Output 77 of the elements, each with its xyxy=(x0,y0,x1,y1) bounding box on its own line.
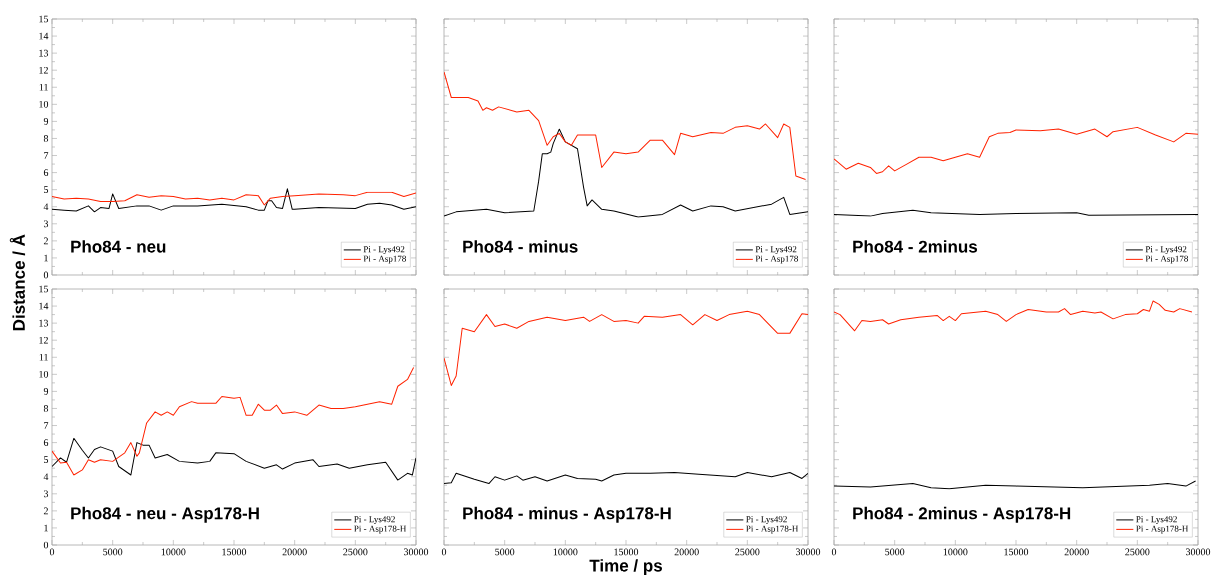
y-tick-label: 14 xyxy=(39,32,49,40)
legend-label: Pi - Lys492 xyxy=(354,516,395,525)
legend-label: Pi - Asp178-H xyxy=(1136,525,1189,534)
legend-label: Pi - Asp178-H xyxy=(354,525,407,534)
x-tick-label: 10000 xyxy=(553,548,578,556)
y-tick-label: 14 xyxy=(39,302,49,310)
y-tick-label: 7 xyxy=(44,152,49,159)
y-tick-label: 2 xyxy=(43,237,48,245)
x-tick-label: 20000 xyxy=(282,548,307,556)
y-tick-label: 3 xyxy=(43,220,49,228)
legend-label: Pi - Asp178 xyxy=(755,255,798,264)
legend-label: Pi - Asp178 xyxy=(363,255,406,264)
y-tick-label: 10 xyxy=(39,370,49,378)
x-tick-label: 30000 xyxy=(795,548,821,556)
y-tick-label: 13 xyxy=(39,319,49,327)
legend-label: Pi - Lys492 xyxy=(1145,246,1187,255)
y-tick-label: 13 xyxy=(39,49,49,57)
line-series xyxy=(52,191,416,206)
x-tick-label: 15000 xyxy=(1004,548,1029,556)
line-series xyxy=(52,188,416,213)
y-tick-label: 4 xyxy=(43,473,49,481)
x-tick-label: 5000 xyxy=(495,548,515,556)
x-tick-label: 10000 xyxy=(943,548,968,556)
x-tick-label: 25000 xyxy=(343,548,368,556)
y-tick-label: 9 xyxy=(43,388,49,395)
y-tick-label: 6 xyxy=(43,169,49,176)
line-series xyxy=(52,437,416,481)
legend-label: Pi - Lys492 xyxy=(755,246,797,255)
y-tick-label: 1 xyxy=(44,524,48,532)
x-tick-label: 0 xyxy=(831,548,837,556)
legend-label: Pi - Lys492 xyxy=(746,516,787,525)
x-tick-label: 15000 xyxy=(614,548,639,556)
x-tick-label: 0 xyxy=(441,548,447,556)
y-tick-label: 0 xyxy=(43,271,49,279)
y-tick-label: 12 xyxy=(39,66,48,74)
x-tick-label: 15000 xyxy=(222,548,247,556)
text: Pho84 - 2minus - Asp178-H xyxy=(853,506,1071,523)
y-tick-label: 11 xyxy=(39,353,48,361)
x-tick-label: 25000 xyxy=(735,548,760,556)
y-tick-label: 8 xyxy=(43,405,49,412)
x-tick-label: 30000 xyxy=(1185,548,1211,556)
y-tick-label: 0 xyxy=(43,541,49,549)
y-tick-label: 8 xyxy=(43,135,49,142)
y-tick-label: 7 xyxy=(44,422,49,429)
y-tick-label: 3 xyxy=(43,490,49,498)
text: Pho84 - minus - Asp178-H xyxy=(463,506,671,523)
line-series xyxy=(52,367,415,476)
x-tick-label: 0 xyxy=(49,548,55,556)
y-tick-label: 6 xyxy=(43,439,49,446)
text: Pho84 - minus xyxy=(463,240,578,253)
y-tick-label: 1 xyxy=(44,254,48,262)
y-tick-label: 5 xyxy=(44,186,49,193)
x-tick-label: 5000 xyxy=(885,548,905,556)
x-tick-label: 30000 xyxy=(403,548,429,556)
y-tick-label: 9 xyxy=(43,118,49,125)
x-tick-label: 10000 xyxy=(161,548,186,556)
x-tick-label: 20000 xyxy=(674,548,699,556)
y-tick-label: 12 xyxy=(39,336,48,344)
y-tick-label: 11 xyxy=(39,83,48,91)
x-tick-label: 25000 xyxy=(1125,548,1150,556)
text: Pho84 - neu xyxy=(71,240,166,253)
text: Pho84 - 2minus xyxy=(853,240,978,253)
y-tick-label: 2 xyxy=(43,507,48,515)
y-tick-label: 15 xyxy=(39,285,49,293)
legend-label: Pi - Asp178 xyxy=(1145,255,1188,264)
y-tick-label: 4 xyxy=(43,203,49,211)
x-axis-title: Time / ps xyxy=(589,559,662,575)
legend-label: Pi - Lys492 xyxy=(1136,516,1177,525)
legend-label: Pi - Lys492 xyxy=(363,246,405,255)
y-tick-label: 5 xyxy=(44,456,49,463)
legend-label: Pi - Asp178-H xyxy=(746,525,799,534)
text: Pho84 - neu - Asp178-H xyxy=(71,506,259,523)
x-tick-label: 5000 xyxy=(103,548,123,556)
y-tick-label: 15 xyxy=(39,15,49,23)
y-tick-label: 10 xyxy=(39,100,49,108)
y-axis-title: Distance / Å xyxy=(9,234,26,331)
x-tick-label: 20000 xyxy=(1064,548,1089,556)
